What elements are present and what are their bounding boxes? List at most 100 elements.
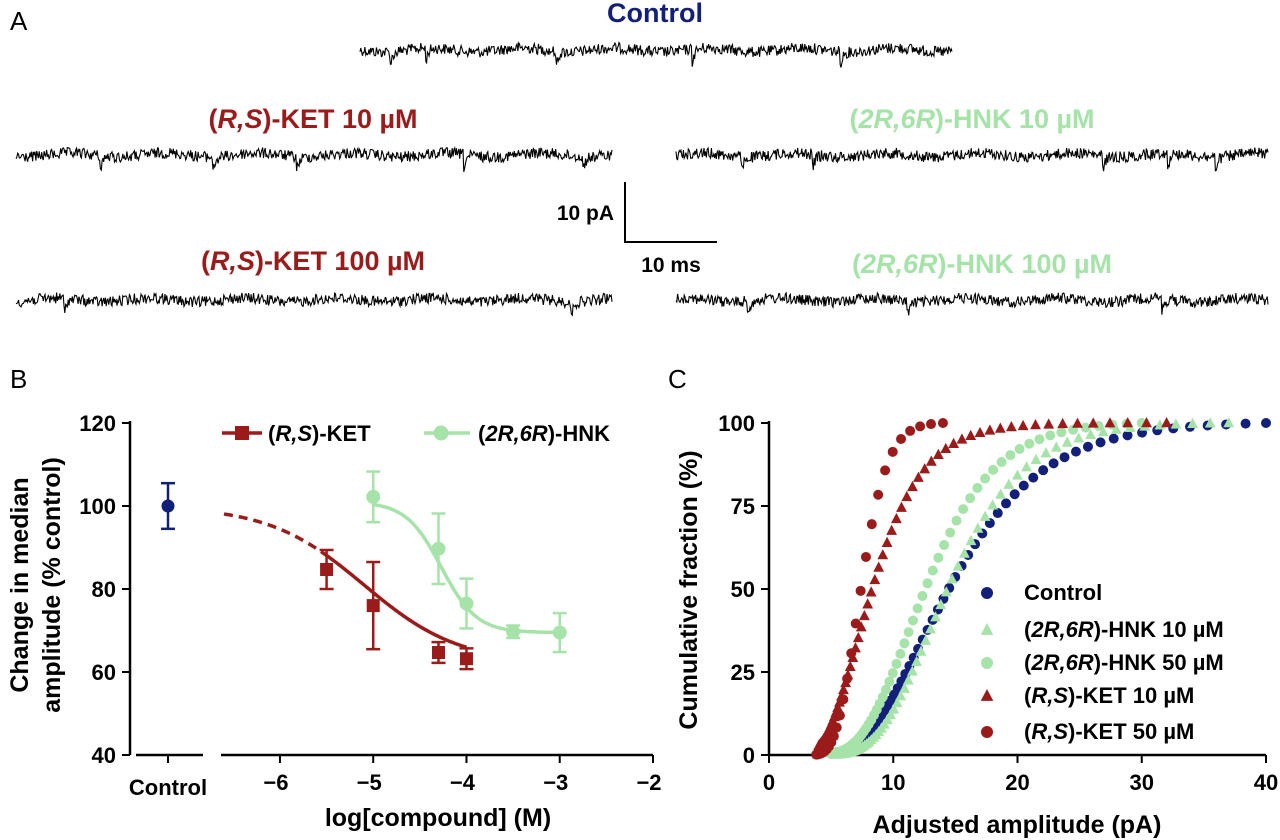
cdf-point-series-3 <box>858 609 870 621</box>
cdf-point-series-3 <box>965 429 977 440</box>
cdf-point-series-0 <box>1018 480 1029 491</box>
b-x-tick-label: −4 <box>450 770 476 795</box>
cdf-point-series-4 <box>866 519 877 530</box>
y-axis-label-line-1: Change in median <box>6 477 34 692</box>
legend-label-ket: (R,S)-KET <box>268 421 371 446</box>
cdf-point-series-2 <box>933 552 944 563</box>
cdf-point-series-1 <box>1204 417 1216 428</box>
cdf-point-series-3 <box>881 536 893 547</box>
cdf-point-series-2 <box>1080 422 1091 433</box>
cdf-point-series-3 <box>940 442 952 454</box>
current-traces <box>15 41 1269 317</box>
trace-title-ket10: (R,S)-KET 10 µM <box>208 104 417 134</box>
control-category-label: Control <box>129 775 207 800</box>
c-x-axis-label: Adjusted amplitude (pA) <box>873 811 1162 839</box>
cdf-point-series-1 <box>972 522 984 533</box>
cdf-point-series-1 <box>891 697 903 708</box>
cdf-point-series-4 <box>915 421 926 432</box>
cdf-point-series-3 <box>838 683 849 695</box>
cdf-point-series-1 <box>946 573 958 584</box>
cdf-point-series-3 <box>1087 417 1099 428</box>
cdf-point-series-4 <box>828 731 839 742</box>
cdf-point-series-1 <box>925 623 936 634</box>
cdf-point-series-3 <box>1043 418 1055 429</box>
cdf-point-series-2 <box>1014 443 1025 454</box>
c-y-tick-label: 0 <box>743 743 755 768</box>
cdf-point-series-1 <box>1085 428 1097 440</box>
cdf-point-series-1 <box>959 547 970 558</box>
ket-data-point <box>366 599 380 613</box>
cdf-point-series-2 <box>895 648 906 659</box>
cdf-point-series-1 <box>979 510 991 521</box>
c-legend-marker-3 <box>980 689 994 701</box>
dose-response-axes: 40 60 80 100 120 −6 −5 −4 −3 −2 <box>79 411 661 795</box>
cdf-point-series-2 <box>939 540 950 551</box>
cdf-point-series-1 <box>1050 441 1062 452</box>
cdf-point-series-3 <box>1104 417 1116 428</box>
cdf-point-series-4 <box>846 648 857 659</box>
cdf-point-series-2 <box>1034 434 1045 445</box>
cdf-point-series-3 <box>948 437 960 448</box>
b-x-tick-label: −3 <box>543 770 568 795</box>
c-x-tick-label: 0 <box>763 770 775 795</box>
cdf-point-series-2 <box>1056 427 1067 438</box>
c-legend-marker-1 <box>980 623 994 635</box>
cdf-point-series-0 <box>1070 446 1081 457</box>
cdf-point-series-1 <box>885 708 896 720</box>
ket-data-point <box>459 652 473 666</box>
cdf-point-series-3 <box>907 480 918 492</box>
cdf-point-series-2 <box>972 482 983 493</box>
cdf-point-series-3 <box>855 621 867 632</box>
c-x-tick-label: 20 <box>1005 770 1029 795</box>
cdf-point-series-3 <box>865 586 877 597</box>
cdf-point-series-3 <box>869 573 881 585</box>
cdf-point-series-3 <box>891 512 902 524</box>
cdf-point-series-2 <box>922 578 933 589</box>
legend-label-hnk10: (2R,6R)-HNK 10 µM <box>1024 617 1224 642</box>
c-x-tick-label: 40 <box>1254 770 1278 795</box>
cdf-point-series-3 <box>877 549 889 560</box>
cdf-point-series-1 <box>995 488 1006 499</box>
cdf-point-series-0 <box>1108 433 1119 444</box>
legend-label-control: Control <box>1024 580 1102 605</box>
cdf-point-series-3 <box>912 471 924 482</box>
cdf-point-series-0 <box>1261 418 1271 428</box>
cdf-point-series-4 <box>834 710 845 721</box>
cdf-point-series-3 <box>994 422 1006 433</box>
cdf-point-series-1 <box>906 665 918 676</box>
cdf-point-series-0 <box>1059 452 1070 463</box>
cdf-point-series-0 <box>1038 465 1049 476</box>
cdf-point-series-3 <box>956 433 968 444</box>
cdf-point-series-4 <box>860 551 871 562</box>
cdf-point-series-2 <box>988 464 999 475</box>
control-point <box>161 499 175 513</box>
cdf-point-series-4 <box>896 433 907 444</box>
cdf-point-series-1 <box>952 560 964 571</box>
cdf-point-series-1 <box>1110 423 1122 434</box>
c-x-tick-label: 10 <box>881 770 905 795</box>
dose-response-points <box>161 470 567 671</box>
cdf-point-series-2 <box>884 676 895 687</box>
cdf-point-series-1 <box>1073 432 1085 443</box>
cdf-point-series-2 <box>951 515 962 526</box>
b-x-tick-label: −5 <box>357 770 382 795</box>
cumulative-legend: Control (2R,6R)-HNK 10 µM (2R,6R)-HNK 50… <box>980 580 1224 744</box>
cdf-point-series-1 <box>915 645 927 656</box>
x-axis-label: log[compound] (M) <box>325 804 551 832</box>
trace-hnk10 <box>675 146 1269 172</box>
cdf-point-series-2 <box>891 658 902 669</box>
b-y-tick-label: 120 <box>79 411 116 436</box>
cdf-point-series-4 <box>925 419 936 430</box>
cdf-point-series-4 <box>873 489 884 500</box>
legend-marker-hnk <box>433 425 449 441</box>
cdf-point-series-3 <box>862 598 874 609</box>
cdf-point-series-0 <box>1095 437 1106 448</box>
legend-label-ket50: (R,S)-KET 50 µM <box>1024 719 1194 744</box>
cdf-point-series-2 <box>908 615 919 626</box>
b-x-tick-label: −2 <box>636 770 661 795</box>
cdf-point-series-3 <box>1057 417 1069 429</box>
c-y-tick-label: 50 <box>731 577 755 602</box>
trace-ket100 <box>15 291 613 317</box>
cdf-point-series-4 <box>905 425 916 436</box>
